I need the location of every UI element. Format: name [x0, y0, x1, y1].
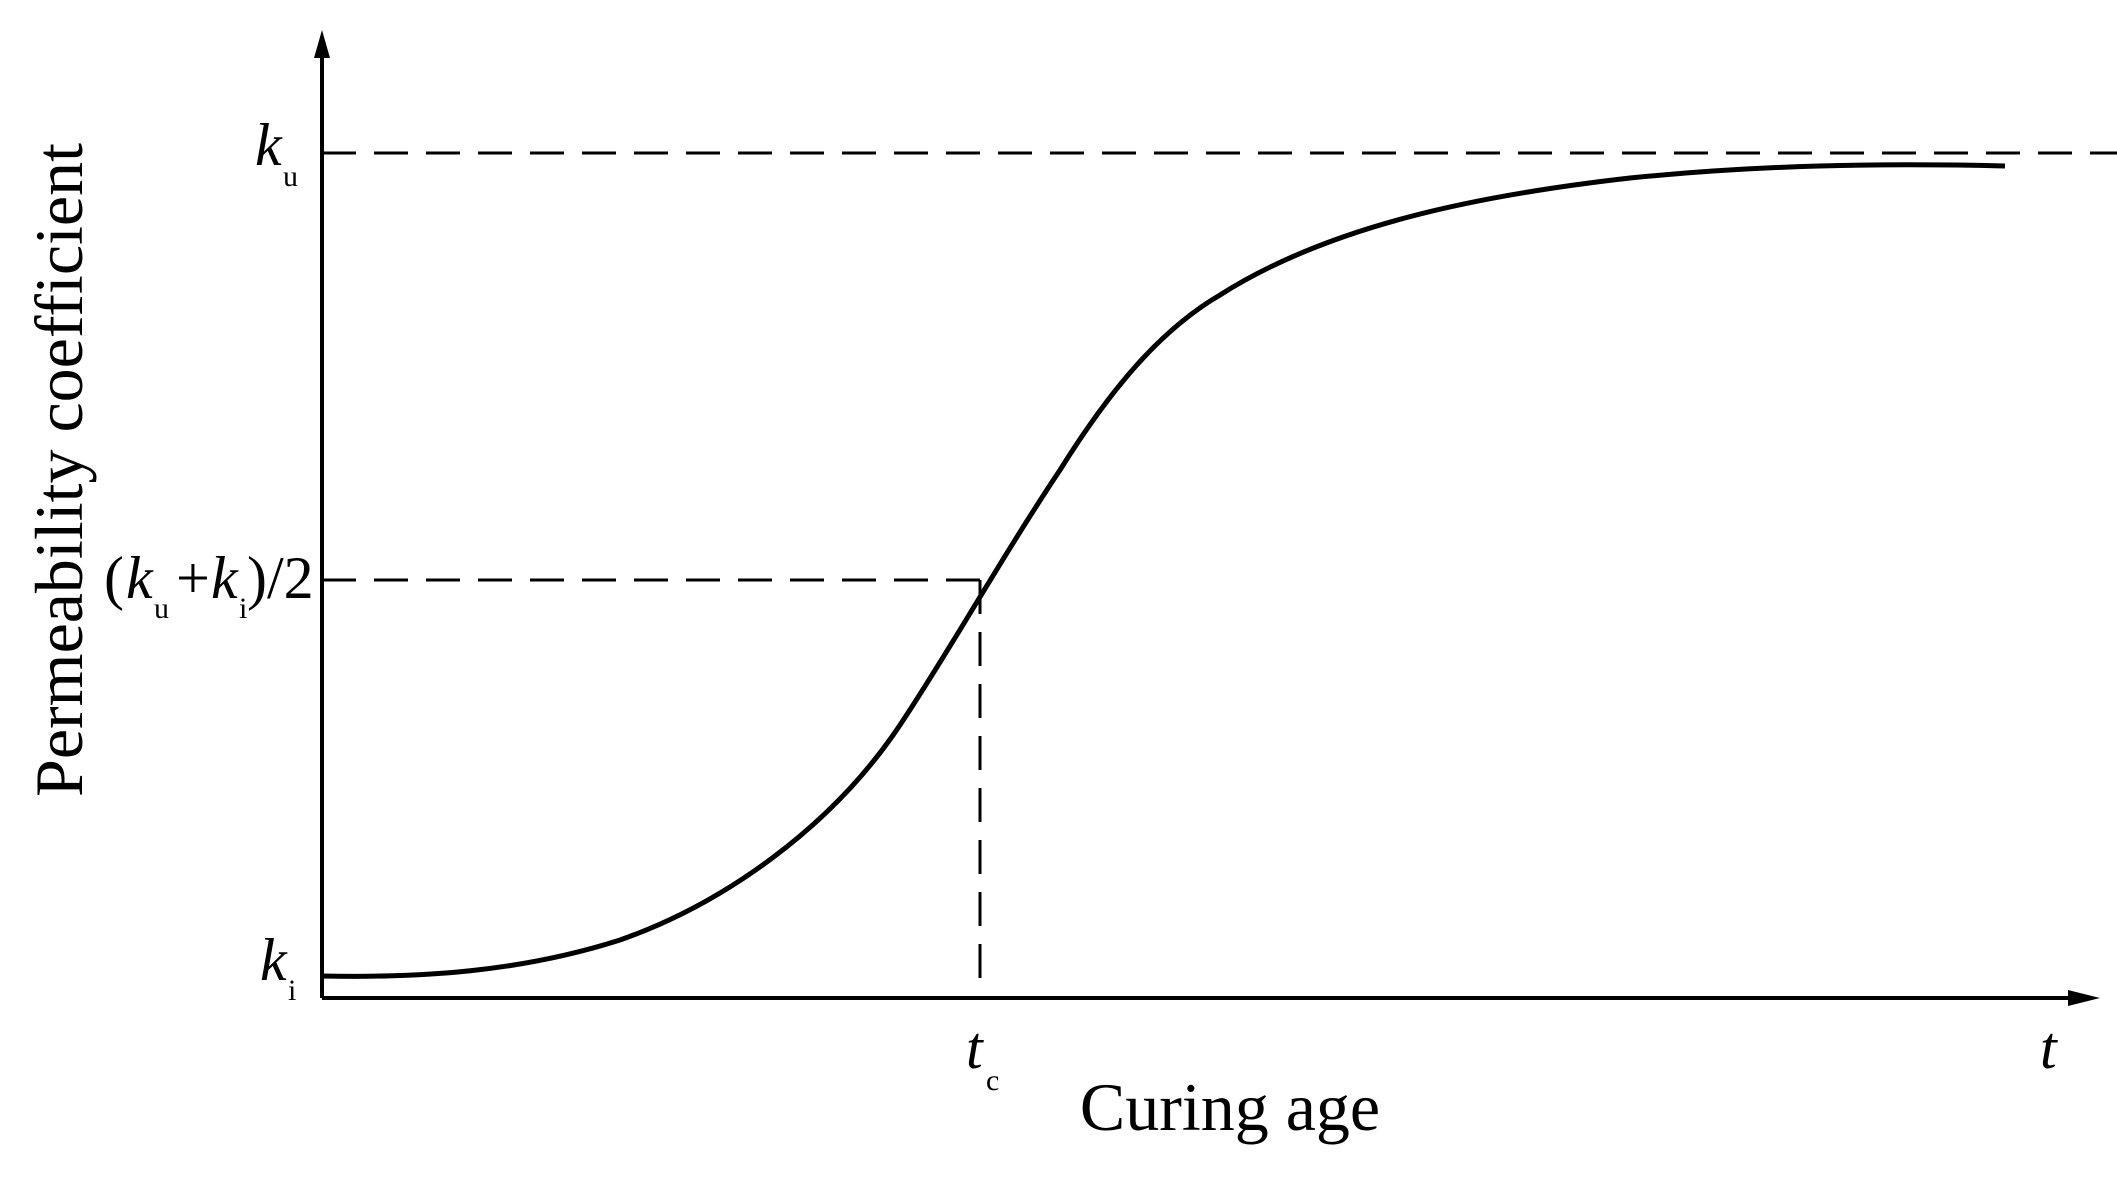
sigmoid-curve	[321, 162, 2006, 979]
svg-text:)/2: )/2	[247, 545, 314, 611]
svg-text:(: (	[104, 545, 124, 611]
svg-text:c: c	[986, 1064, 999, 1097]
x-axis-end-label: t	[2040, 1015, 2058, 1081]
svg-text:u: u	[283, 160, 298, 193]
x-tick-label-tc: t c	[966, 1015, 999, 1097]
y-tick-label-midpoint: ( k u + k i )/2	[104, 545, 314, 625]
svg-text:k: k	[211, 545, 239, 611]
svg-text:i: i	[239, 592, 247, 625]
x-axis-arrowhead	[2068, 990, 2100, 1006]
svg-text:u: u	[154, 592, 169, 625]
svg-text:i: i	[288, 974, 296, 1007]
svg-text:t: t	[966, 1015, 984, 1081]
svg-text:k: k	[260, 927, 288, 993]
svg-text:k: k	[126, 545, 154, 611]
svg-text:k: k	[255, 112, 283, 178]
y-axis-title: Permeability coefficient	[21, 143, 97, 797]
x-axis-title: Curing age	[1080, 1069, 1380, 1145]
y-tick-label-ki: k i	[260, 927, 296, 1007]
svg-text:+: +	[176, 545, 210, 611]
y-tick-label-ku: k u	[255, 112, 298, 193]
y-axis-arrowhead	[314, 30, 330, 58]
